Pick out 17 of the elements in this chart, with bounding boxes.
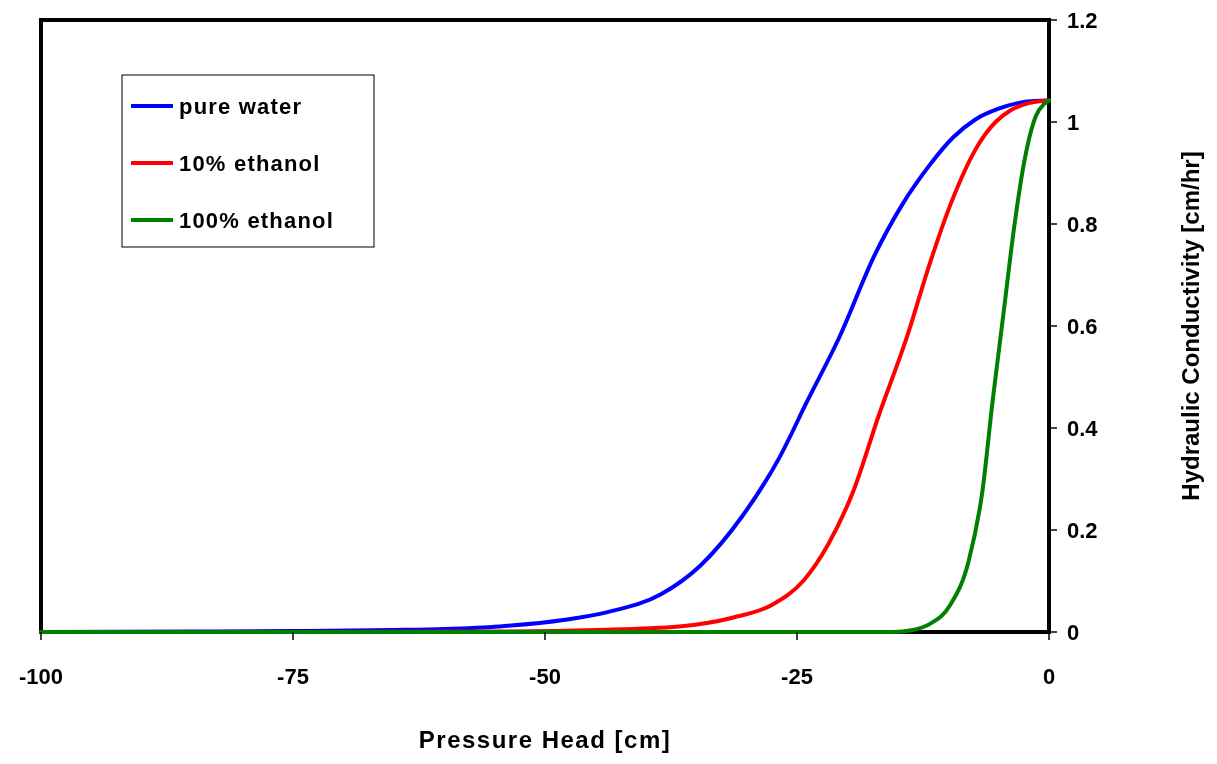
y-axis-title: Hydraulic Conductivity [cm/hr] <box>1177 151 1204 501</box>
x-tick-label: 0 <box>1042 664 1056 689</box>
legend-label: 10% ethanol <box>179 151 321 176</box>
y-tick-label: 0.6 <box>1067 314 1098 339</box>
legend-label: pure water <box>179 94 303 119</box>
x-tick-label: -50 <box>529 664 561 689</box>
y-tick-label: 0.8 <box>1067 212 1098 237</box>
y-tick-label: 1.2 <box>1067 8 1098 33</box>
y-tick-label: 1 <box>1067 110 1080 135</box>
y-tick-label: 0 <box>1067 620 1080 645</box>
legend-label: 100% ethanol <box>179 208 335 233</box>
y-tick-label: 0.2 <box>1067 518 1098 543</box>
x-tick-label: -75 <box>277 664 309 689</box>
x-axis-title: Pressure Head [cm] <box>418 726 672 753</box>
x-tick-label: -100 <box>18 664 64 689</box>
y-tick-label: 0.4 <box>1067 416 1099 441</box>
x-tick-label: -25 <box>781 664 813 689</box>
